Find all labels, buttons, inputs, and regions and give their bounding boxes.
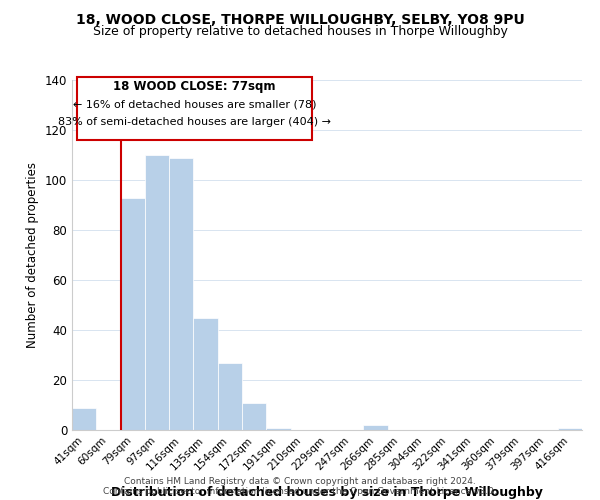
Bar: [169, 158, 193, 430]
Text: 18 WOOD CLOSE: 77sqm: 18 WOOD CLOSE: 77sqm: [113, 80, 275, 93]
FancyBboxPatch shape: [77, 76, 312, 140]
Text: Contains public sector information licensed under the Open Government Licence v3: Contains public sector information licen…: [103, 486, 497, 496]
Text: 18, WOOD CLOSE, THORPE WILLOUGHBY, SELBY, YO8 9PU: 18, WOOD CLOSE, THORPE WILLOUGHBY, SELBY…: [76, 12, 524, 26]
Text: Size of property relative to detached houses in Thorpe Willoughby: Size of property relative to detached ho…: [92, 25, 508, 38]
Bar: [121, 198, 145, 430]
Bar: [364, 425, 388, 430]
Text: 83% of semi-detached houses are larger (404) →: 83% of semi-detached houses are larger (…: [58, 116, 331, 126]
Bar: [193, 318, 218, 430]
Y-axis label: Number of detached properties: Number of detached properties: [26, 162, 39, 348]
Text: Contains HM Land Registry data © Crown copyright and database right 2024.: Contains HM Land Registry data © Crown c…: [124, 476, 476, 486]
Bar: [218, 362, 242, 430]
Bar: [266, 428, 290, 430]
Bar: [72, 408, 96, 430]
Text: ← 16% of detached houses are smaller (78): ← 16% of detached houses are smaller (78…: [73, 99, 316, 110]
Bar: [558, 428, 582, 430]
Bar: [242, 402, 266, 430]
X-axis label: Distribution of detached houses by size in Thorpe Willoughby: Distribution of detached houses by size …: [111, 486, 543, 498]
Bar: [145, 155, 169, 430]
